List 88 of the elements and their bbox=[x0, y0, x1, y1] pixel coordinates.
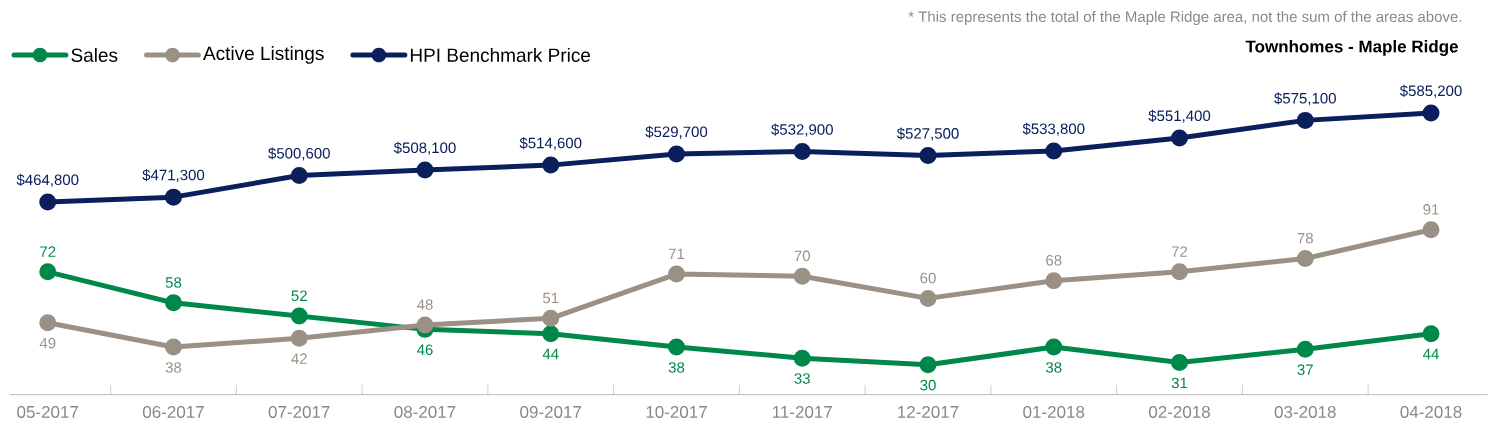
point bbox=[1045, 272, 1063, 290]
point bbox=[1171, 263, 1189, 281]
point bbox=[164, 294, 182, 312]
point bbox=[793, 143, 811, 161]
x-tick-label: 03-2018 bbox=[1274, 406, 1336, 419]
data-label: $551,400 bbox=[1148, 109, 1211, 123]
point bbox=[542, 325, 560, 343]
point bbox=[919, 356, 937, 374]
chart-title: Townhomes - Maple Ridge bbox=[1245, 40, 1458, 57]
point bbox=[793, 349, 811, 367]
x-tick-label: 11-2017 bbox=[772, 406, 832, 419]
point bbox=[1171, 129, 1189, 147]
legend-label: Active Listings bbox=[203, 46, 324, 64]
data-label: $527,500 bbox=[896, 127, 959, 141]
point bbox=[1296, 250, 1314, 268]
point bbox=[668, 145, 685, 163]
data-label: $529,700 bbox=[645, 125, 708, 139]
point bbox=[290, 329, 308, 347]
x-tick-label: 07-2017 bbox=[268, 406, 330, 419]
x-tick-label: 05-2017 bbox=[17, 406, 79, 419]
data-label: 42 bbox=[291, 353, 307, 364]
data-label: $514,600 bbox=[519, 137, 582, 151]
x-tick-label: 08-2017 bbox=[394, 406, 456, 419]
point bbox=[1422, 104, 1440, 122]
point bbox=[164, 188, 182, 206]
data-label: 37 bbox=[1297, 364, 1313, 376]
x-tick-label: 10-2017 bbox=[646, 406, 707, 419]
data-label: 58 bbox=[165, 277, 182, 288]
data-label: 72 bbox=[40, 246, 56, 257]
data-label: 68 bbox=[1046, 255, 1062, 266]
point bbox=[668, 338, 685, 356]
data-label: 31 bbox=[1171, 377, 1188, 389]
data-label: 91 bbox=[1423, 204, 1439, 215]
point bbox=[668, 265, 685, 283]
data-label: 38 bbox=[165, 362, 182, 373]
data-label: $464,800 bbox=[16, 173, 79, 187]
legend-label: HPI Benchmark Price bbox=[410, 48, 591, 63]
x-tick-label: 04-2018 bbox=[1400, 406, 1462, 419]
point bbox=[39, 314, 57, 332]
data-label: 46 bbox=[417, 344, 433, 356]
x-tick-label: 09-2017 bbox=[520, 406, 582, 419]
data-label: $508,100 bbox=[393, 141, 456, 155]
data-label: $532,900 bbox=[771, 123, 833, 137]
data-label: $533,800 bbox=[1022, 122, 1085, 136]
x-tick-label: 02-2018 bbox=[1148, 406, 1210, 419]
data-label: 44 bbox=[542, 348, 559, 360]
data-label: 51 bbox=[543, 292, 559, 304]
point bbox=[1171, 354, 1189, 372]
point bbox=[39, 263, 57, 281]
point bbox=[793, 267, 811, 285]
point bbox=[1422, 325, 1440, 343]
x-tick-label: 01-2018 bbox=[1023, 406, 1085, 419]
point bbox=[290, 167, 308, 185]
text: * This represents the total of the Maple Ridge area, not the sum of the areas above. bbox=[908, 11, 1462, 26]
point bbox=[164, 338, 182, 356]
point bbox=[542, 309, 560, 327]
point bbox=[1422, 221, 1440, 239]
data-label: 33 bbox=[794, 373, 810, 384]
data-label: $471,300 bbox=[142, 169, 205, 183]
point bbox=[1296, 340, 1314, 358]
data-label: 78 bbox=[1297, 232, 1313, 244]
legend-label: Sales bbox=[71, 48, 118, 63]
data-label: $575,100 bbox=[1274, 92, 1336, 106]
data-label: 52 bbox=[291, 290, 307, 302]
x-tick-label: 12-2017 bbox=[898, 406, 959, 419]
data-label: 70 bbox=[794, 250, 810, 262]
data-label: 38 bbox=[1045, 362, 1062, 373]
point bbox=[1045, 142, 1063, 160]
data-label: 71 bbox=[668, 248, 685, 260]
point bbox=[290, 307, 308, 325]
point bbox=[919, 147, 937, 165]
point bbox=[919, 289, 937, 307]
data-label: $585,200 bbox=[1399, 84, 1462, 98]
data-label: 48 bbox=[417, 299, 433, 310]
data-label: $500,600 bbox=[268, 147, 330, 161]
data-label: 38 bbox=[668, 362, 685, 373]
point bbox=[1296, 111, 1314, 129]
data-label: 72 bbox=[1171, 246, 1188, 257]
data-label: 60 bbox=[920, 272, 936, 284]
x-tick-label: 06-2017 bbox=[142, 406, 204, 419]
point bbox=[39, 193, 57, 211]
point bbox=[416, 316, 434, 334]
point bbox=[1045, 338, 1063, 356]
point bbox=[542, 156, 560, 174]
data-label: 44 bbox=[1423, 348, 1439, 360]
data-label: 30 bbox=[920, 379, 936, 391]
data-label: 49 bbox=[39, 337, 56, 349]
point bbox=[416, 161, 434, 179]
